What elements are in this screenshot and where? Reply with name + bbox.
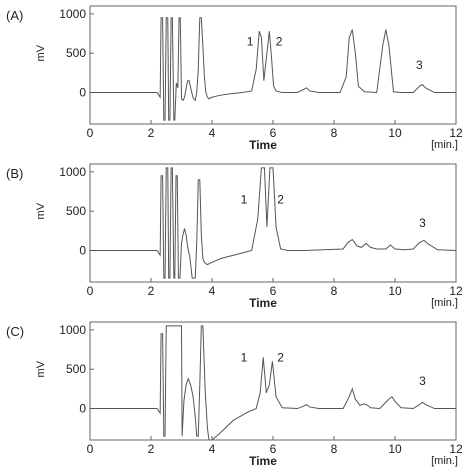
y-tick-label: 0: [79, 244, 86, 258]
y-tick-label: 1000: [59, 323, 86, 337]
y-tick-label: 500: [66, 46, 86, 60]
chromatogram-trace: [90, 325, 456, 440]
chromatogram-trace: [90, 17, 456, 121]
peak-label: 1: [241, 350, 248, 364]
x-tick-label: 0: [87, 126, 94, 140]
y-tick-label: 0: [79, 402, 86, 416]
x-axis-label: Time: [249, 454, 277, 468]
y-tick-label: 500: [66, 362, 86, 376]
plot-frame: [89, 163, 457, 283]
y-tick-label: 1000: [59, 7, 86, 21]
y-axis-label: mV: [35, 360, 47, 377]
chromatogram-trace: [90, 167, 456, 279]
x-tick-label: 6: [270, 284, 277, 298]
y-axis-label: mV: [35, 44, 47, 61]
plot-frame: [89, 321, 457, 441]
x-tick-label: 2: [148, 284, 155, 298]
x-tick-label: 10: [388, 126, 402, 140]
x-tick-label: 12: [449, 284, 463, 298]
x-tick-label: 0: [87, 284, 94, 298]
y-axis-label: mV: [35, 202, 47, 219]
panel-label: (C): [6, 324, 24, 339]
x-tick-label: 4: [209, 442, 216, 456]
peak-label: 1: [247, 34, 254, 48]
x-tick-label: 6: [270, 442, 277, 456]
x-tick-label: 4: [209, 284, 216, 298]
y-tick-label: 0: [79, 86, 86, 100]
y-tick-label: 500: [66, 204, 86, 218]
x-axis-label: Time: [249, 296, 277, 310]
x-unit-label: [min.]: [431, 455, 458, 467]
x-unit-label: [min.]: [431, 297, 458, 309]
x-tick-label: 6: [270, 126, 277, 140]
x-tick-label: 8: [331, 126, 338, 140]
x-tick-label: 2: [148, 126, 155, 140]
x-tick-label: 0: [87, 442, 94, 456]
x-tick-label: 8: [331, 284, 338, 298]
peak-label: 2: [276, 34, 283, 48]
plot-frame: [89, 5, 457, 125]
y-tick-label: 1000: [59, 165, 86, 179]
peak-label: 3: [416, 58, 423, 72]
panel-label: (A): [6, 8, 23, 23]
panel-label: (B): [6, 166, 23, 181]
x-tick-label: 12: [449, 126, 463, 140]
peak-label: 2: [277, 192, 284, 206]
peak-label: 1: [241, 192, 248, 206]
peak-label: 3: [419, 216, 426, 230]
x-tick-label: 4: [209, 126, 216, 140]
peak-label: 2: [277, 350, 284, 364]
x-tick-label: 12: [449, 442, 463, 456]
x-tick-label: 2: [148, 442, 155, 456]
x-tick-label: 10: [388, 442, 402, 456]
peak-label: 3: [419, 374, 426, 388]
x-tick-label: 8: [331, 442, 338, 456]
x-axis-label: Time: [249, 138, 277, 152]
x-unit-label: [min.]: [431, 139, 458, 151]
x-tick-label: 10: [388, 284, 402, 298]
